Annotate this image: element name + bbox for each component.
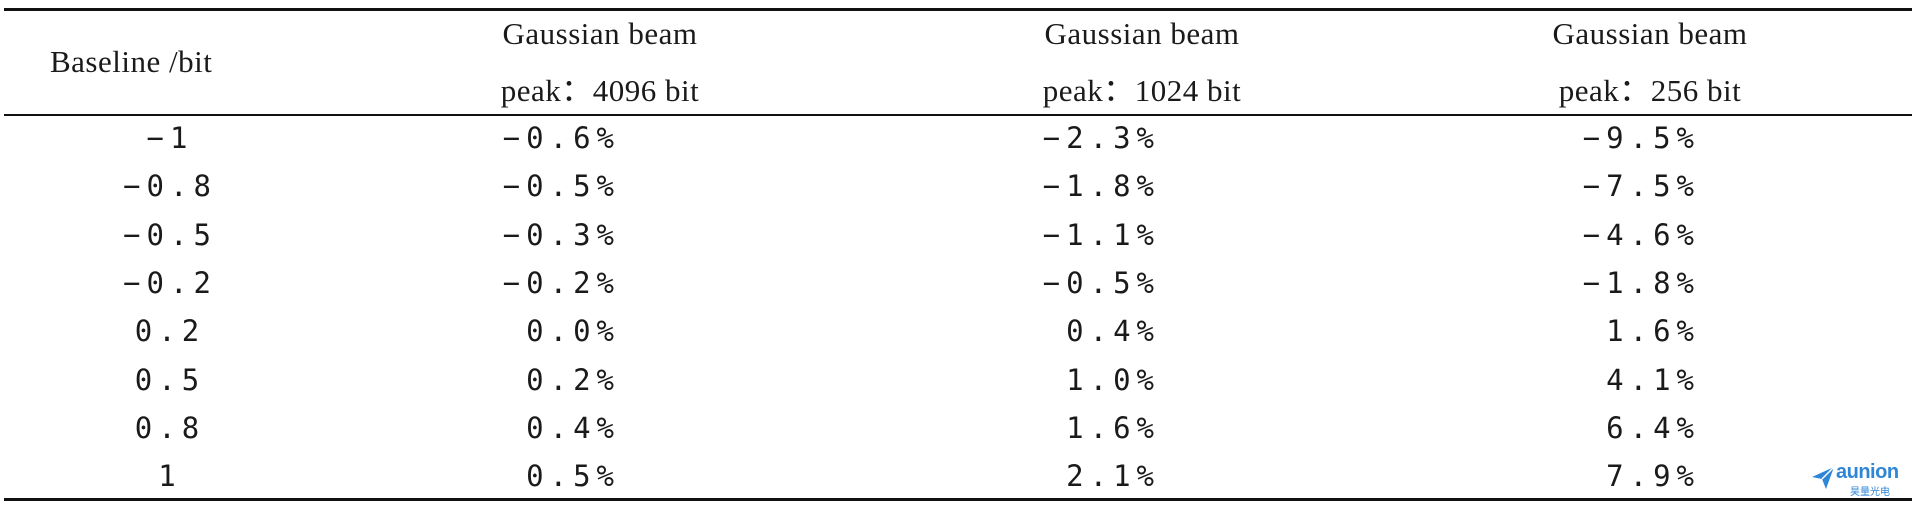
cell-v4096: 0.0% xyxy=(526,314,620,349)
header-1024-line1: Gaussian beam xyxy=(1044,16,1240,51)
cell-v256: −9.5% xyxy=(1582,121,1700,155)
cell-baseline: −0.2 xyxy=(123,265,217,300)
cell-v1024: 0.4% xyxy=(1066,314,1160,349)
cell-v1024: −2.3% xyxy=(1042,121,1160,155)
cell-v256: 6.4% xyxy=(1606,410,1700,445)
cell-v4096: −0.6% xyxy=(502,121,620,155)
watermark-subtitle: 昊量光电 xyxy=(1850,487,1890,498)
cell-v4096: −0.5% xyxy=(502,169,620,204)
header-256-line1: Gaussian beam xyxy=(1552,16,1748,51)
table-header-rule xyxy=(4,114,1912,116)
cell-baseline: 0.5 xyxy=(134,362,206,397)
cell-v4096: −0.2% xyxy=(502,265,620,300)
cell-v256: −1.8% xyxy=(1582,265,1700,300)
cell-v4096: −0.3% xyxy=(502,217,620,252)
cell-v4096: 0.4% xyxy=(526,410,620,445)
cell-baseline: −1 xyxy=(146,121,194,155)
header-baseline: Baseline /bit xyxy=(50,44,213,79)
cell-v1024: −0.5% xyxy=(1042,265,1160,300)
cell-v1024: 1.0% xyxy=(1066,362,1160,397)
cell-v256: −7.5% xyxy=(1582,169,1700,204)
cell-v1024: 1.6% xyxy=(1066,410,1160,445)
header-1024-line2: peak：1024 bit xyxy=(1042,73,1242,108)
cell-v1024: 2.1% xyxy=(1066,459,1160,494)
cell-v1024: −1.1% xyxy=(1042,217,1160,252)
paper-plane-icon xyxy=(1812,466,1835,489)
cell-v4096: 0.5% xyxy=(526,459,620,494)
cell-baseline: −0.8 xyxy=(123,169,217,204)
header-256-line2: peak：256 bit xyxy=(1558,73,1742,108)
cell-v4096: 0.2% xyxy=(526,362,620,397)
cell-v256: 1.6% xyxy=(1606,314,1700,349)
cell-baseline: 1 xyxy=(158,459,182,494)
cell-v256: 4.1% xyxy=(1606,362,1700,397)
cell-v256: 7.9% xyxy=(1606,459,1700,494)
table-top-rule xyxy=(4,8,1912,11)
watermark-brand: aunion xyxy=(1836,461,1899,483)
table-bottom-rule xyxy=(4,498,1912,501)
cell-baseline: 0.8 xyxy=(134,410,206,445)
aunion-watermark: aunion 昊量光电 xyxy=(1810,461,1910,498)
cell-v1024: −1.8% xyxy=(1042,169,1160,204)
header-4096-line1: Gaussian beam xyxy=(502,16,698,51)
cell-baseline: −0.5 xyxy=(123,217,217,252)
cell-v256: −4.6% xyxy=(1582,217,1700,252)
header-4096-line2: peak：4096 bit xyxy=(500,73,700,108)
cell-baseline: 0.2 xyxy=(134,314,206,349)
